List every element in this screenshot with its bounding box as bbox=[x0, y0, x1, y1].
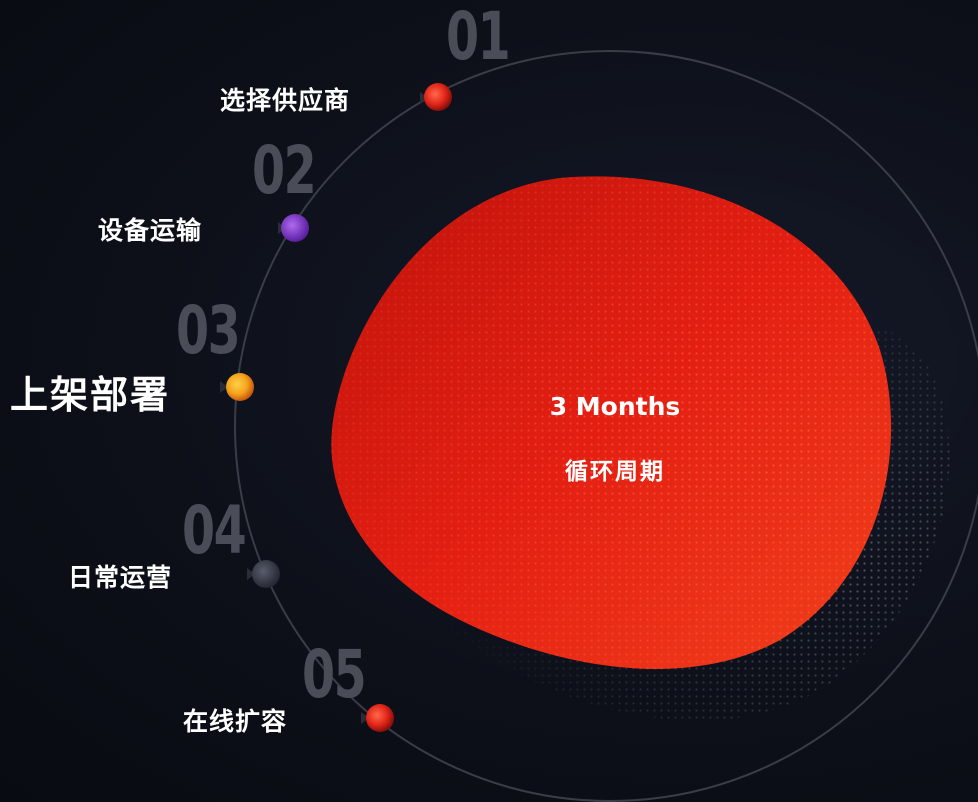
cycle-caption: 循环周期 bbox=[565, 459, 665, 485]
step-node-02 bbox=[278, 214, 309, 242]
step-node-04 bbox=[247, 560, 280, 588]
step-number-03: 03 bbox=[176, 292, 241, 369]
step-number-01: 01 bbox=[446, 0, 511, 75]
cycle-duration: 3 Months bbox=[549, 392, 681, 421]
orbit-ring bbox=[234, 50, 978, 802]
step-number-04: 04 bbox=[182, 492, 247, 569]
blob-dot-texture bbox=[331, 176, 892, 669]
step-label-02: 设备运输 bbox=[98, 216, 203, 245]
step-node-03 bbox=[220, 373, 254, 401]
step-label-03: 上架部署 bbox=[10, 373, 171, 417]
step-label-05: 在线扩容 bbox=[183, 707, 288, 736]
gray-dot-wave bbox=[430, 327, 950, 721]
step-number-02: 02 bbox=[252, 132, 317, 209]
step-label-01: 选择供应商 bbox=[220, 86, 351, 115]
step-number-05: 05 bbox=[302, 636, 367, 713]
step-node-05 bbox=[361, 704, 394, 732]
step-label-04: 日常运营 bbox=[68, 563, 173, 592]
step-node-01 bbox=[420, 83, 452, 111]
